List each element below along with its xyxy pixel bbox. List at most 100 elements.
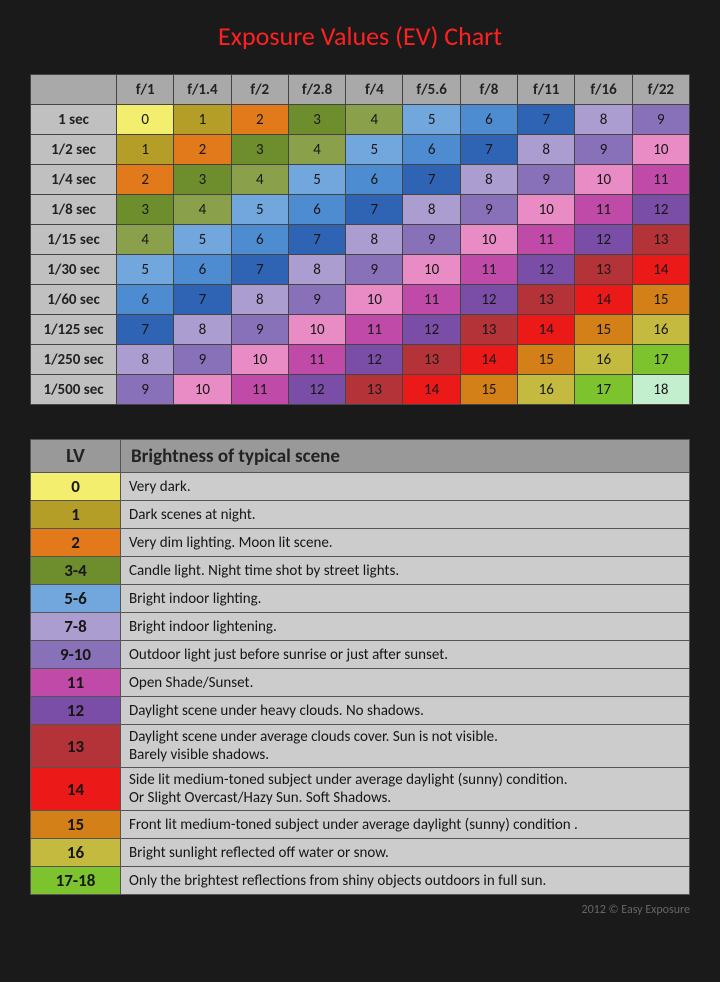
ev-cell: 7 — [518, 105, 575, 135]
ev-cell: 7 — [231, 255, 288, 285]
ev-cell: 16 — [518, 375, 575, 405]
ev-cell: 1 — [174, 105, 231, 135]
ev-cell: 12 — [460, 285, 517, 315]
ev-cell: 15 — [632, 285, 689, 315]
ev-cell: 9 — [288, 285, 345, 315]
ev-cell: 9 — [117, 375, 174, 405]
ev-cell: 8 — [174, 315, 231, 345]
ev-cell: 4 — [174, 195, 231, 225]
ev-cell: 12 — [518, 255, 575, 285]
lv-value-cell: 13 — [31, 725, 121, 768]
lv-value-cell: 7-8 — [31, 613, 121, 641]
ev-cell: 13 — [403, 345, 460, 375]
ev-cell: 10 — [518, 195, 575, 225]
ev-cell: 3 — [174, 165, 231, 195]
ev-cell: 12 — [288, 375, 345, 405]
lv-table: LV Brightness of typical scene 0Very dar… — [30, 439, 690, 895]
ev-cell: 15 — [518, 345, 575, 375]
ev-row-header: 1/15 sec — [31, 225, 117, 255]
ev-cell: 1 — [117, 135, 174, 165]
ev-cell: 0 — [117, 105, 174, 135]
ev-cell: 9 — [346, 255, 403, 285]
ev-cell: 14 — [575, 285, 632, 315]
lv-value-cell: 9-10 — [31, 641, 121, 669]
ev-cell: 6 — [403, 135, 460, 165]
ev-cell: 13 — [575, 255, 632, 285]
ev-cell: 7 — [403, 165, 460, 195]
lv-header-desc: Brightness of typical scene — [121, 440, 690, 473]
ev-col-header: f/8 — [460, 75, 517, 105]
lv-desc-cell: Dark scenes at night. — [121, 501, 690, 529]
ev-cell: 5 — [403, 105, 460, 135]
lv-desc-cell: Bright sunlight reflected off water or s… — [121, 839, 690, 867]
lv-header-lv: LV — [31, 440, 121, 473]
ev-cell: 13 — [632, 225, 689, 255]
lv-value-cell: 11 — [31, 669, 121, 697]
lv-desc-cell: Very dark. — [121, 473, 690, 501]
ev-row-header: 1/2 sec — [31, 135, 117, 165]
ev-cell: 7 — [117, 315, 174, 345]
ev-cell: 11 — [288, 345, 345, 375]
ev-cell: 14 — [518, 315, 575, 345]
ev-cell: 7 — [460, 135, 517, 165]
ev-row-header: 1/30 sec — [31, 255, 117, 285]
ev-cell: 10 — [288, 315, 345, 345]
lv-desc-cell: Very dim lighting. Moon lit scene. — [121, 529, 690, 557]
ev-cell: 6 — [117, 285, 174, 315]
ev-row-header: 1/125 sec — [31, 315, 117, 345]
ev-cell: 10 — [632, 135, 689, 165]
ev-cell: 16 — [575, 345, 632, 375]
ev-cell: 6 — [288, 195, 345, 225]
ev-cell: 8 — [403, 195, 460, 225]
ev-cell: 11 — [403, 285, 460, 315]
ev-cell: 9 — [575, 135, 632, 165]
ev-cell: 18 — [632, 375, 689, 405]
ev-cell: 9 — [460, 195, 517, 225]
ev-cell: 9 — [632, 105, 689, 135]
ev-cell: 11 — [231, 375, 288, 405]
ev-cell: 11 — [575, 195, 632, 225]
ev-chart-body: 1 sec01234567891/2 sec123456789101/4 sec… — [31, 105, 690, 405]
ev-cell: 8 — [575, 105, 632, 135]
lv-desc-cell: Front lit medium-toned subject under ave… — [121, 811, 690, 839]
lv-desc-cell: Side lit medium-toned subject under aver… — [121, 768, 690, 811]
lv-desc-cell: Outdoor light just before sunrise or jus… — [121, 641, 690, 669]
lv-value-cell: 1 — [31, 501, 121, 529]
ev-cell: 10 — [403, 255, 460, 285]
ev-cell: 12 — [575, 225, 632, 255]
ev-cell: 2 — [231, 105, 288, 135]
ev-cell: 5 — [288, 165, 345, 195]
ev-cell: 9 — [518, 165, 575, 195]
lv-value-cell: 16 — [31, 839, 121, 867]
ev-col-header: f/11 — [518, 75, 575, 105]
ev-cell: 6 — [231, 225, 288, 255]
ev-cell: 8 — [460, 165, 517, 195]
ev-cell: 14 — [632, 255, 689, 285]
ev-cell: 3 — [288, 105, 345, 135]
ev-cell: 4 — [231, 165, 288, 195]
ev-cell: 10 — [174, 375, 231, 405]
ev-cell: 13 — [346, 375, 403, 405]
ev-col-header: f/4 — [346, 75, 403, 105]
ev-cell: 10 — [346, 285, 403, 315]
lv-desc-cell: Open Shade/Sunset. — [121, 669, 690, 697]
ev-cell: 5 — [231, 195, 288, 225]
ev-col-header: f/16 — [575, 75, 632, 105]
ev-cell: 4 — [346, 105, 403, 135]
lv-value-cell: 12 — [31, 697, 121, 725]
lv-value-cell: 0 — [31, 473, 121, 501]
lv-value-cell: 3-4 — [31, 557, 121, 585]
lv-value-cell: 17-18 — [31, 867, 121, 895]
ev-cell: 12 — [632, 195, 689, 225]
lv-desc-cell: Candle light. Night time shot by street … — [121, 557, 690, 585]
ev-cell: 11 — [632, 165, 689, 195]
ev-cell: 9 — [403, 225, 460, 255]
lv-value-cell: 15 — [31, 811, 121, 839]
ev-cell: 3 — [231, 135, 288, 165]
ev-cell: 17 — [575, 375, 632, 405]
ev-cell: 4 — [117, 225, 174, 255]
lv-desc-cell: Daylight scene under heavy clouds. No sh… — [121, 697, 690, 725]
ev-cell: 15 — [460, 375, 517, 405]
ev-row-header: 1 sec — [31, 105, 117, 135]
ev-cell: 12 — [346, 345, 403, 375]
